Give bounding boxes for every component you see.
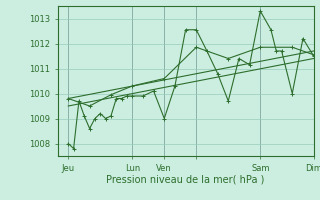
X-axis label: Pression niveau de la mer( hPa ): Pression niveau de la mer( hPa ) — [107, 174, 265, 184]
